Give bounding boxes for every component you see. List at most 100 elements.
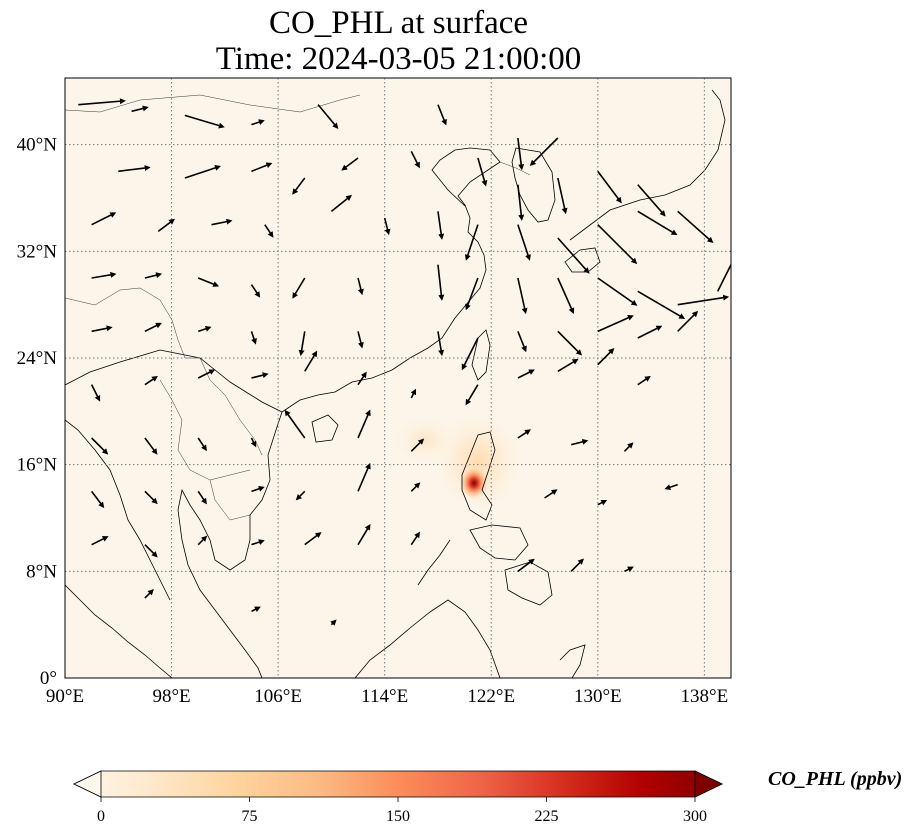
wind-arrow: [250, 284, 261, 298]
wind-arrow: [184, 114, 225, 129]
wind-arrow: [597, 348, 615, 366]
map-background: [65, 78, 731, 678]
colorbar: 0 75 150 225 300: [73, 770, 723, 825]
map-time-subtitle: Time: 2024-03-05 21:00:00: [215, 41, 582, 77]
wind-arrow: [677, 210, 714, 244]
coastline-sumatra: [65, 584, 173, 678]
wind-arrow: [517, 224, 531, 261]
wind-arrow: [144, 272, 163, 279]
wind-arrow: [304, 350, 318, 372]
wind-arrow: [251, 606, 261, 613]
wind-arrow: [197, 490, 207, 505]
wind-arrow: [570, 558, 584, 572]
wind-arrow: [292, 277, 306, 299]
wind-arrow: [383, 217, 391, 236]
wind-arrow: [197, 369, 216, 379]
map-plot-area: [64, 77, 732, 679]
wind-arrow: [677, 294, 730, 306]
map-frame: [64, 77, 732, 679]
co-plume-west: [395, 418, 455, 462]
coastline-taiwan: [471, 329, 491, 381]
lat-tick-label: 40°N: [17, 135, 58, 156]
wind-arrow: [517, 184, 525, 221]
wind-arrow: [517, 137, 525, 171]
colorbar-tick-label: 225: [535, 808, 559, 825]
wind-arrow: [357, 331, 364, 349]
border-china-india: [65, 287, 200, 359]
wind-arrow: [264, 224, 274, 238]
wind-arrow: [284, 409, 306, 439]
wind-arrow: [557, 237, 590, 274]
colorbar-extend-min: [73, 770, 102, 798]
lon-tick-label: 106°E: [254, 686, 302, 707]
lon-tick-label: 90°E: [46, 686, 84, 707]
lat-tick-label: 0°: [40, 668, 57, 689]
wind-arrow: [91, 271, 117, 279]
wind-arrow: [517, 369, 535, 379]
coastline-myanmar: [65, 419, 171, 601]
wind-arrow: [437, 264, 445, 301]
wind-arrow: [597, 224, 638, 265]
wind-arrow: [557, 177, 568, 215]
colorbar-extend-max: [694, 770, 723, 798]
wind-arrow: [144, 322, 162, 333]
wind-arrow: [90, 490, 105, 509]
wind-arrow: [437, 211, 445, 240]
wind-arrow: [517, 558, 535, 572]
wind-arrow: [91, 437, 109, 455]
lon-tick-label: 114°E: [361, 686, 408, 707]
wind-arrow: [410, 438, 425, 452]
colorbar-tick-label: 150: [386, 808, 410, 825]
wind-arrow: [464, 224, 479, 261]
border-mongolia: [65, 94, 361, 113]
wind-arrow: [465, 277, 479, 311]
coastline-indochina: [177, 411, 283, 678]
wind-arrow: [197, 277, 220, 287]
wind-arrow: [529, 137, 559, 167]
wind-arrow: [144, 437, 158, 455]
colorbar-label: CO_PHL (ppbv): [768, 768, 903, 790]
coastline-kyushu: [564, 247, 601, 273]
wind-arrow: [197, 437, 207, 452]
coastline-visayas: [469, 524, 529, 561]
wind-arrow: [250, 437, 257, 448]
coastline-palawan: [417, 539, 451, 586]
wind-arrow: [637, 375, 651, 386]
colorbar-gradient: [73, 770, 723, 798]
colorbar-tick-label: 0: [97, 808, 105, 825]
co-plume-halo: [436, 414, 520, 510]
coastline-japan: [569, 89, 726, 241]
wind-arrow: [251, 119, 265, 126]
wind-arrow: [250, 331, 257, 345]
wind-arrow: [357, 409, 371, 439]
wind-arrow: [465, 384, 479, 406]
wind-arrow: [557, 277, 575, 315]
coastlines: [65, 89, 726, 678]
coastline-luzon: [461, 431, 496, 521]
wind-arrow: [330, 194, 352, 212]
wind-arrow: [292, 177, 306, 195]
map-title: CO_PHL at surface: [268, 5, 529, 41]
wind-arrow: [410, 388, 417, 399]
wind-arrow: [251, 485, 265, 493]
wind-vector-field: [78, 98, 731, 626]
border-korea: [499, 161, 531, 176]
wind-arrow: [623, 442, 634, 452]
wind-arrow: [410, 482, 421, 492]
wind-arrow: [91, 212, 117, 226]
wind-arrow: [517, 277, 528, 315]
wind-arrow: [517, 429, 531, 439]
colorbar-tick-label: 75: [242, 808, 258, 825]
wind-arrow: [570, 438, 589, 446]
lat-tick-label: 32°N: [17, 241, 58, 262]
colorbar-ticks: 0 75 150 225 300: [97, 797, 707, 825]
wind-arrow: [118, 165, 151, 173]
wind-arrow: [157, 218, 176, 232]
latitude-tick-labels: 0° 8°N 16°N 24°N 32°N 40°N: [17, 135, 58, 689]
wind-arrow: [295, 490, 306, 501]
wind-arrow: [637, 325, 663, 339]
coastline-borneo: [354, 599, 501, 678]
wind-arrow: [317, 104, 339, 130]
wind-arrow: [597, 170, 622, 204]
wind-arrow: [90, 384, 101, 402]
